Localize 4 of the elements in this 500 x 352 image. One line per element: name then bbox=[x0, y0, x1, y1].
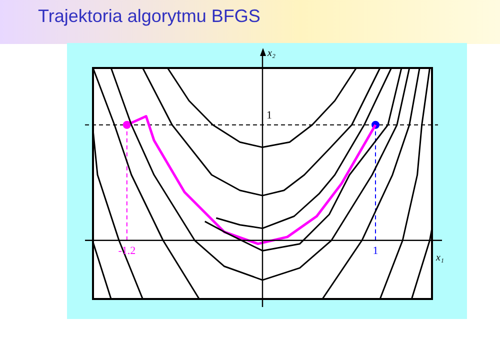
chart-title: Trajektoria algorytmu BFGS bbox=[38, 6, 260, 27]
x-axis-title: x₁ bbox=[435, 252, 444, 264]
y-axis-title: x₂ bbox=[266, 48, 276, 59]
annotation: 1 bbox=[266, 109, 272, 122]
